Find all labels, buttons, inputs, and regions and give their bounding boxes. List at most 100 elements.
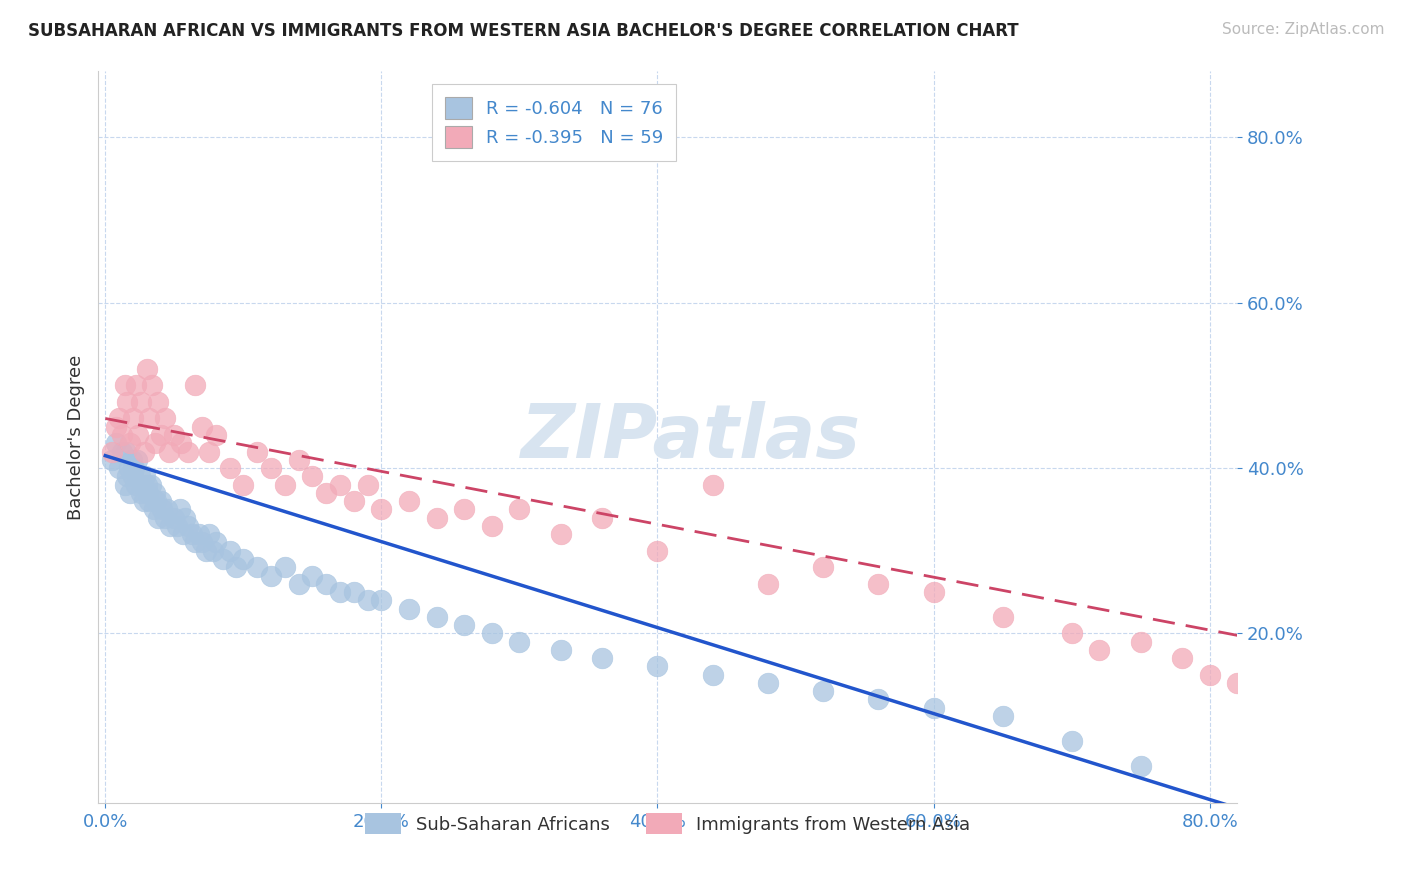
Point	[108, 461, 131, 475]
Point	[122, 411, 145, 425]
Point	[702, 667, 724, 681]
Point	[211, 552, 233, 566]
Point	[232, 477, 254, 491]
Point	[232, 552, 254, 566]
Point	[868, 692, 890, 706]
Point	[1226, 676, 1249, 690]
Point	[114, 378, 136, 392]
Point	[117, 395, 139, 409]
Legend: Sub-Saharan Africans, Immigrants from Western Asia: Sub-Saharan Africans, Immigrants from We…	[359, 806, 977, 841]
Point	[260, 461, 283, 475]
Point	[811, 560, 834, 574]
Point	[198, 444, 221, 458]
Point	[177, 519, 200, 533]
Point	[169, 502, 191, 516]
Point	[172, 527, 194, 541]
Point	[184, 378, 207, 392]
Point	[370, 593, 392, 607]
Point	[315, 576, 337, 591]
Point	[117, 469, 139, 483]
Point	[191, 535, 214, 549]
Point	[370, 502, 392, 516]
Point	[260, 568, 283, 582]
Point	[111, 428, 134, 442]
Point	[811, 684, 834, 698]
Point	[301, 568, 323, 582]
Point	[124, 461, 146, 475]
Point	[1060, 626, 1083, 640]
Point	[1129, 758, 1152, 772]
Point	[146, 510, 169, 524]
Point	[591, 651, 613, 665]
Point	[150, 502, 173, 516]
Point	[991, 709, 1014, 723]
Point	[132, 444, 155, 458]
Point	[159, 519, 181, 533]
Point	[188, 527, 211, 541]
Point	[343, 585, 366, 599]
Point	[132, 494, 155, 508]
Point	[143, 486, 166, 500]
Point	[550, 643, 572, 657]
Point	[481, 519, 503, 533]
Point	[201, 543, 224, 558]
Point	[426, 610, 449, 624]
Point	[191, 419, 214, 434]
Point	[105, 436, 128, 450]
Point	[246, 444, 269, 458]
Text: ZIPatlas: ZIPatlas	[520, 401, 860, 474]
Point	[122, 469, 145, 483]
Point	[153, 411, 176, 425]
Point	[120, 436, 142, 450]
Point	[121, 452, 143, 467]
Point	[756, 576, 779, 591]
Point	[114, 477, 136, 491]
Point	[156, 502, 179, 516]
Point	[218, 543, 240, 558]
Point	[111, 444, 134, 458]
Point	[139, 477, 162, 491]
Point	[184, 535, 207, 549]
Point	[225, 560, 247, 574]
Point	[142, 502, 165, 516]
Point	[149, 494, 172, 508]
Point	[922, 700, 945, 714]
Point	[218, 461, 240, 475]
Point	[146, 395, 169, 409]
Point	[453, 502, 475, 516]
Point	[127, 428, 149, 442]
Point	[101, 452, 124, 467]
Point	[138, 494, 160, 508]
Point	[702, 477, 724, 491]
Point	[145, 494, 167, 508]
Point	[174, 510, 197, 524]
Point	[508, 634, 530, 648]
Point	[481, 626, 503, 640]
Point	[453, 618, 475, 632]
Point	[508, 502, 530, 516]
Point	[149, 428, 172, 442]
Point	[163, 510, 186, 524]
Point	[398, 494, 420, 508]
Point	[125, 378, 148, 392]
Point	[1129, 634, 1152, 648]
Point	[426, 510, 449, 524]
Point	[198, 527, 221, 541]
Point	[398, 601, 420, 615]
Point	[170, 436, 193, 450]
Point	[274, 477, 297, 491]
Point	[134, 469, 156, 483]
Point	[356, 477, 378, 491]
Point	[163, 428, 186, 442]
Point	[315, 486, 337, 500]
Point	[136, 486, 159, 500]
Point	[991, 610, 1014, 624]
Point	[141, 378, 163, 392]
Point	[128, 469, 150, 483]
Point	[195, 543, 218, 558]
Point	[177, 444, 200, 458]
Point	[153, 510, 176, 524]
Point	[125, 452, 148, 467]
Point	[301, 469, 323, 483]
Point	[287, 452, 309, 467]
